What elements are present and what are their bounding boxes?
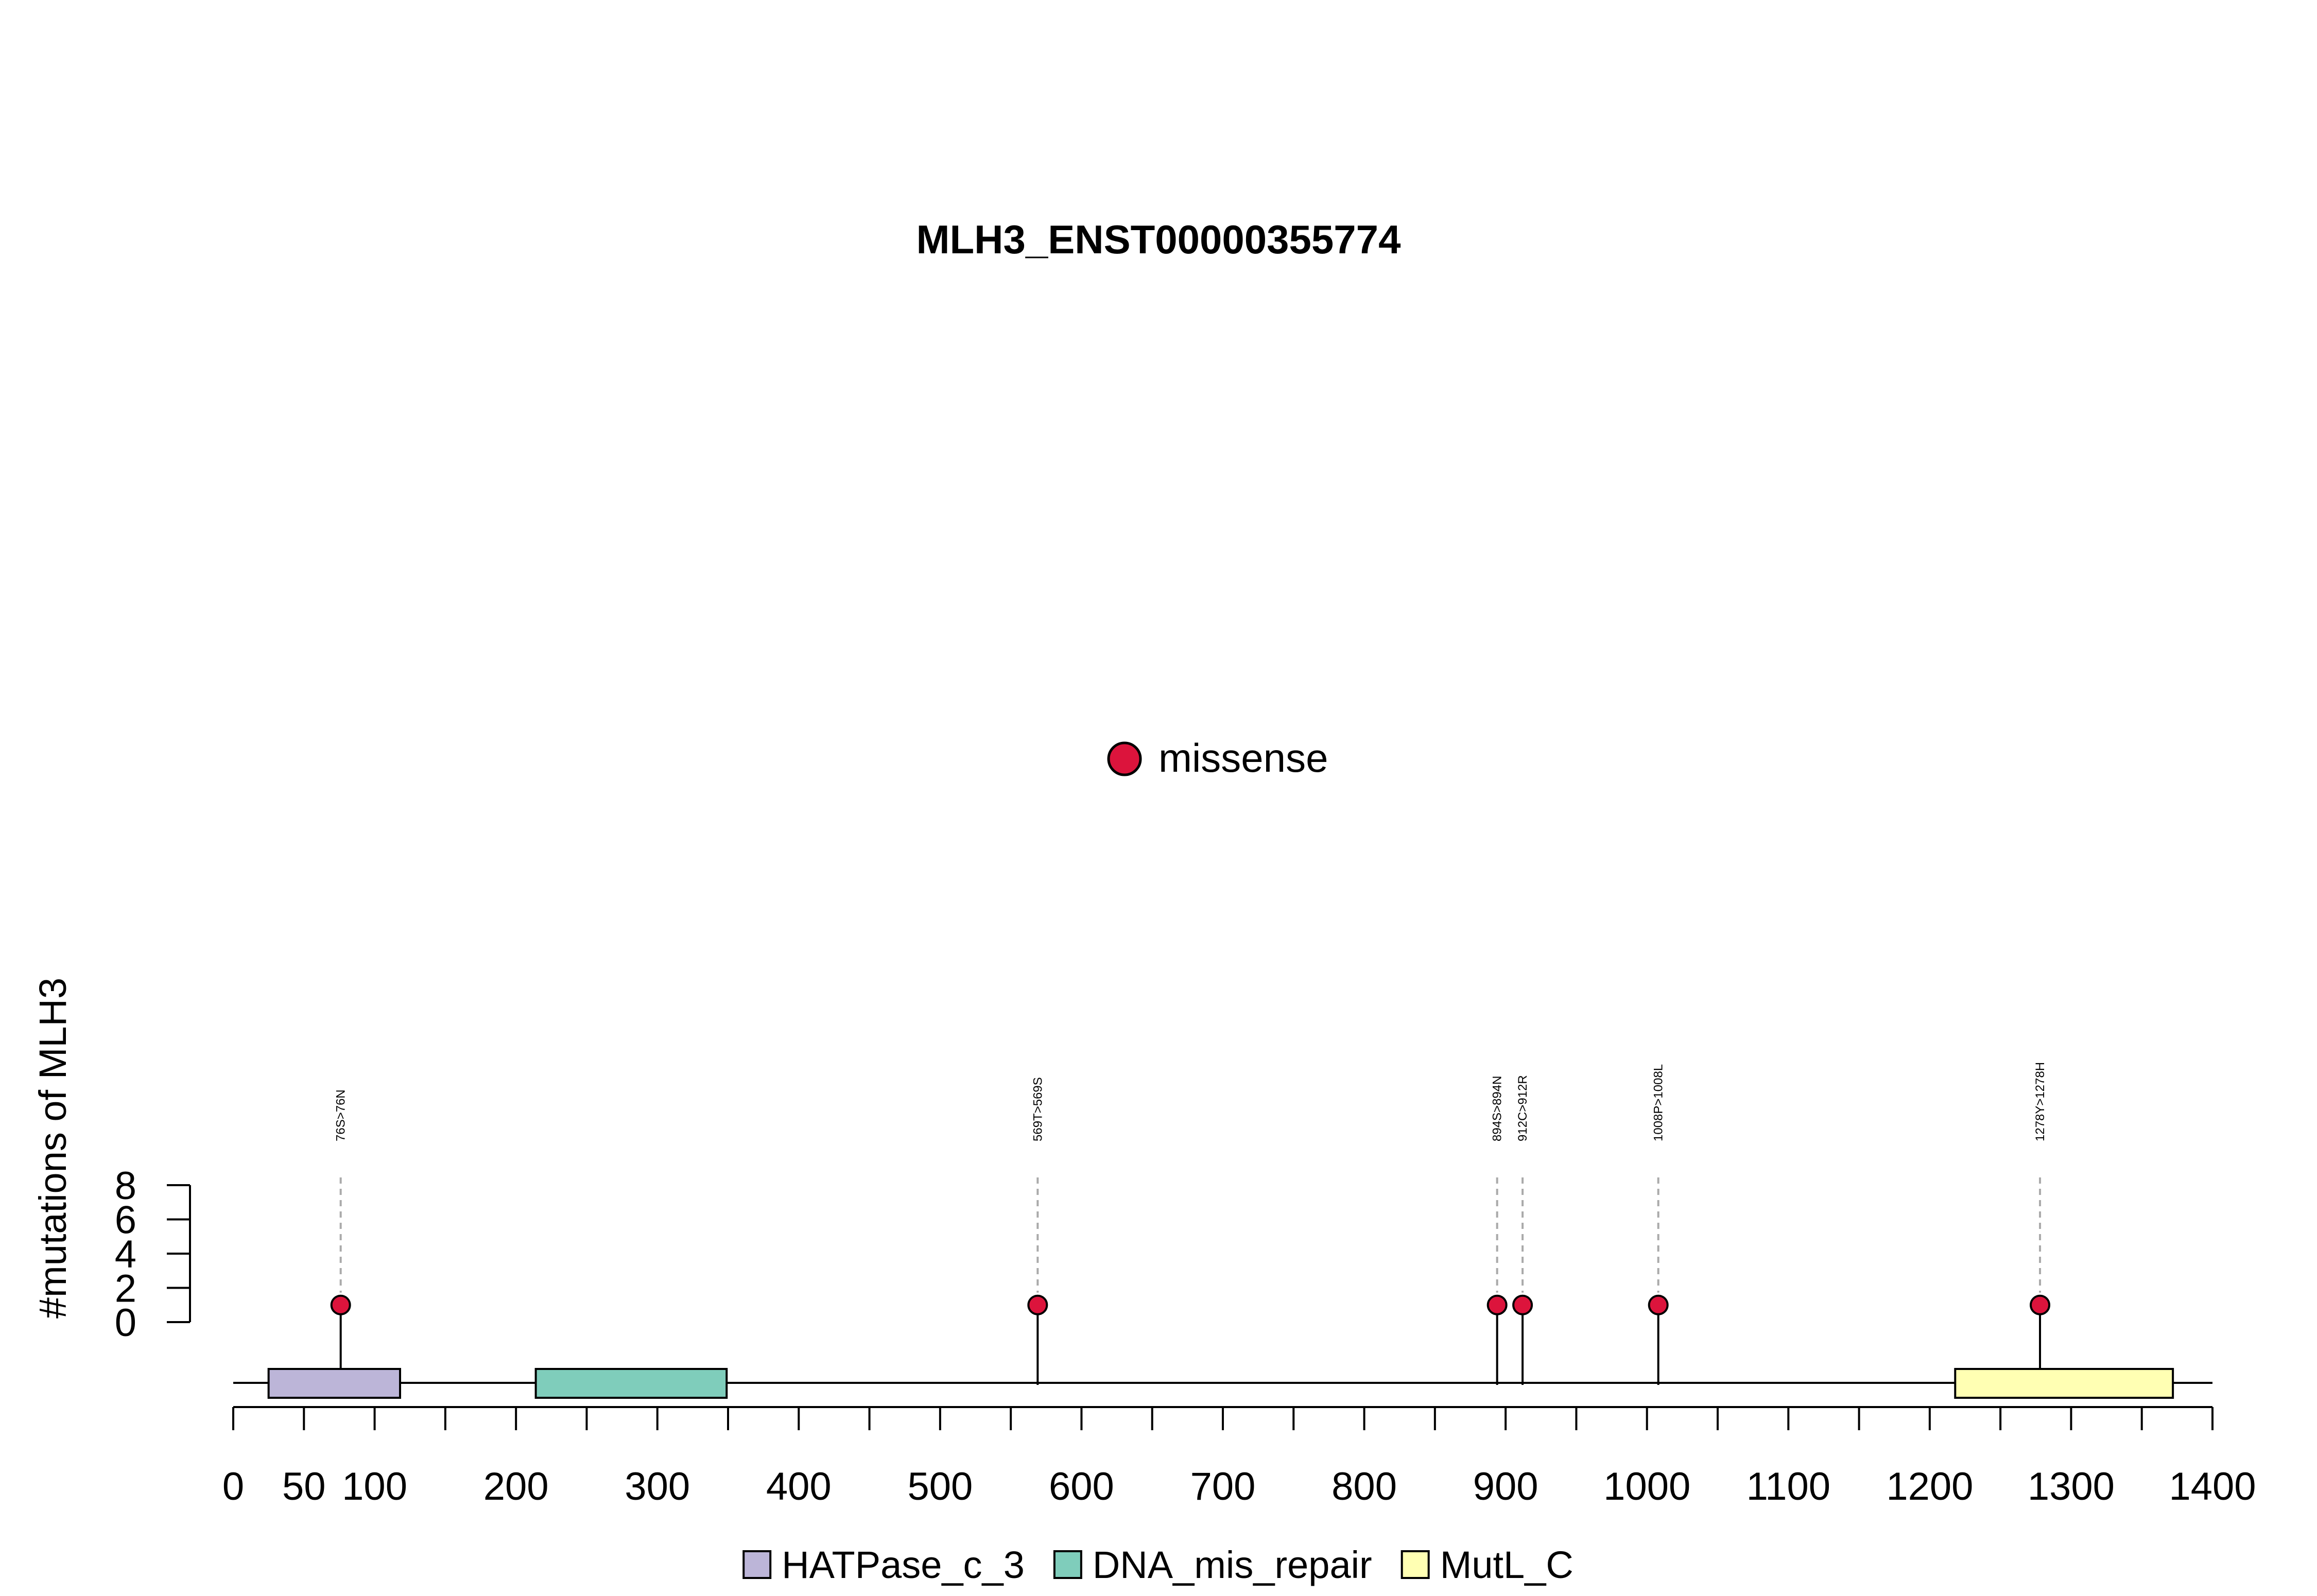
domain-legend-swatch <box>1053 1550 1082 1579</box>
y-tick-label: 0 <box>115 1301 136 1345</box>
mutation-marker <box>2030 1294 2051 1315</box>
chart-title: MLH3_ENST00000355774 <box>917 217 1401 262</box>
domain-legend-label: HATPase_c_3 <box>782 1543 1025 1586</box>
mutation-labels: 76S>76N 569T>569S 894S>894N 912C>912R 1008P>… <box>334 1062 2047 1141</box>
mutation-stems <box>339 1177 2042 1385</box>
domain-box <box>534 1368 728 1399</box>
mutation-label: 894S>894N <box>1491 1076 1505 1141</box>
x-tick-label: 1200 <box>1886 1465 1973 1508</box>
x-tick-label: 100 <box>342 1465 407 1508</box>
domain-legend: HATPase_c_3 DNA_mis_repair MutL_C <box>742 1543 1574 1586</box>
x-tick-label: 800 <box>1332 1465 1397 1508</box>
x-tick-label: 1300 <box>2028 1465 2115 1508</box>
domain-boxes <box>267 1368 2174 1399</box>
x-tick-label: 200 <box>483 1465 549 1508</box>
x-tick-label: 700 <box>1190 1465 1256 1508</box>
x-tick-label: 1100 <box>1747 1465 1830 1508</box>
y-axis-label: #mutations of MLH3 <box>31 978 74 1319</box>
x-axis: 0 50 100 200 300 400 500 600 700 800 900 1000 1100 12… <box>222 1406 2256 1508</box>
x-tick-label: 500 <box>907 1465 973 1508</box>
x-tick-label: 300 <box>625 1465 690 1508</box>
domain-legend-label: MutL_C <box>1440 1543 1574 1586</box>
mutation-marker <box>1486 1294 1508 1315</box>
x-tick-label: 1400 <box>2169 1465 2256 1508</box>
y-tick-label: 8 <box>115 1164 136 1208</box>
mutation-marker <box>330 1294 351 1315</box>
mutation-label: 569T>569S <box>1031 1077 1045 1141</box>
x-tick-label: 400 <box>766 1465 832 1508</box>
mutation-marker <box>1512 1294 1533 1315</box>
mutation-marker <box>1027 1294 1048 1315</box>
x-tick-label: 1000 <box>1603 1465 1690 1508</box>
domain-legend-label: DNA_mis_repair <box>1093 1543 1372 1586</box>
mutation-label: 1278Y>1278H <box>2033 1062 2047 1141</box>
mutation-marker <box>1648 1294 1669 1315</box>
x-tick-label: 900 <box>1473 1465 1538 1508</box>
x-tick-label: 50 <box>282 1465 326 1508</box>
y-tick-label: 6 <box>115 1199 136 1242</box>
mutation-label: 76S>76N <box>334 1089 348 1141</box>
domain-box <box>1954 1368 2174 1399</box>
mutation-markers <box>330 1294 2051 1315</box>
y-tick-label: 2 <box>115 1267 136 1311</box>
x-tick-label: 0 <box>222 1465 244 1508</box>
y-tick-label: 4 <box>115 1233 136 1276</box>
domain-box <box>267 1368 401 1399</box>
x-tick-label: 600 <box>1049 1465 1114 1508</box>
mutation-label: 912C>912R <box>1516 1075 1530 1141</box>
mutation-legend: missense <box>1107 735 1328 780</box>
missense-legend-label: missense <box>1158 735 1328 780</box>
domain-legend-swatch <box>1400 1550 1430 1579</box>
missense-legend-marker <box>1107 741 1142 776</box>
domain-legend-swatch <box>742 1550 772 1579</box>
mutation-label: 1008P>1008L <box>1652 1064 1666 1141</box>
